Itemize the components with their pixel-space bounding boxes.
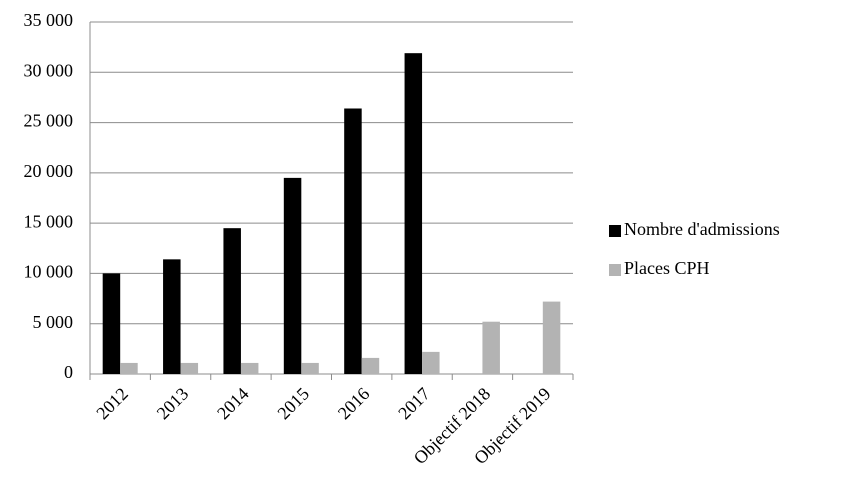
bar	[163, 259, 181, 374]
bar	[482, 321, 500, 374]
bar	[180, 362, 199, 374]
x-tick-label: 2017	[394, 384, 434, 424]
y-tick-label: 25 000	[24, 111, 74, 131]
x-tick-label: 2014	[213, 384, 253, 424]
bar	[102, 273, 121, 374]
y-tick-label: 5 000	[33, 312, 74, 332]
x-tick-label: 2013	[153, 384, 193, 424]
bar	[120, 362, 138, 374]
y-tick-label: 30 000	[24, 60, 74, 80]
bar	[301, 362, 319, 374]
bar	[542, 301, 561, 374]
y-tick-label: 35 000	[24, 10, 74, 30]
legend-swatch	[609, 264, 621, 276]
x-tick-label: 2016	[334, 384, 374, 424]
y-tick-label: 0	[64, 362, 73, 382]
legend-label: Places CPH	[624, 258, 710, 278]
bar	[404, 53, 423, 374]
legend-swatch	[609, 225, 621, 237]
bar	[283, 177, 302, 374]
bar	[240, 362, 259, 374]
x-tick-label: 2012	[92, 384, 132, 424]
bar	[344, 108, 362, 375]
bar	[361, 357, 380, 374]
y-tick-label: 20 000	[24, 161, 74, 181]
bar	[223, 228, 241, 374]
legend-label: Nombre d'admissions	[624, 219, 780, 239]
y-tick-label: 10 000	[24, 262, 74, 282]
y-tick-label: 15 000	[24, 211, 74, 231]
x-tick-label: 2015	[273, 384, 313, 424]
bar	[422, 351, 440, 374]
